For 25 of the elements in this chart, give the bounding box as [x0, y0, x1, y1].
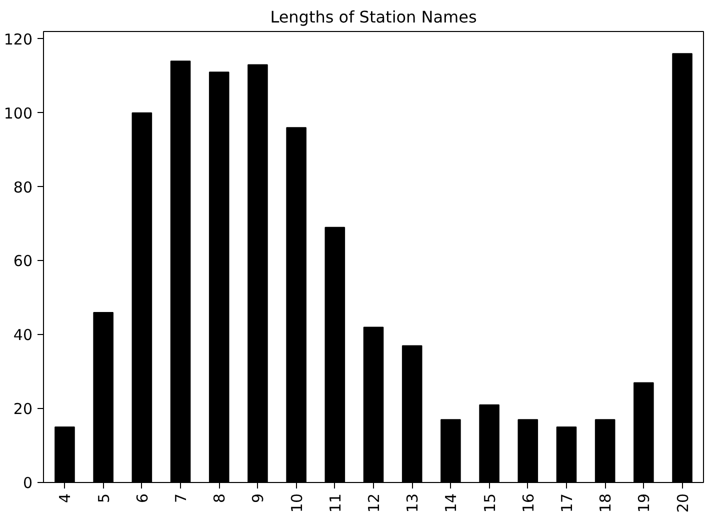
y-tick-label: 0	[22, 474, 33, 492]
x-tick-label: 16	[519, 493, 538, 513]
y-tick-label: 20	[13, 400, 33, 418]
x-tick-label: 10	[288, 493, 306, 513]
y-tick-label: 80	[13, 178, 33, 196]
x-tick-label: 5	[94, 493, 113, 504]
x-tick-label: 11	[326, 493, 344, 513]
x-tick-label: 12	[365, 493, 383, 513]
x-tick-label: 9	[249, 493, 268, 504]
x-tick-label: 7	[172, 493, 190, 504]
y-tick-label: 40	[13, 326, 33, 344]
x-tick-label: 6	[133, 493, 152, 504]
y-tick-label: 120	[4, 30, 33, 48]
x-tick-label: 13	[404, 493, 422, 513]
chart-title: Lengths of Station Names	[270, 8, 477, 26]
x-tick-label: 8	[210, 493, 229, 504]
x-tick-label: 14	[442, 493, 460, 513]
x-tick-label: 18	[596, 493, 615, 513]
x-tick-label: 4	[56, 493, 74, 504]
y-tick-label: 100	[4, 104, 33, 122]
x-tick-label: 20	[674, 493, 692, 513]
y-tick-label: 60	[13, 252, 33, 270]
x-tick-label: 17	[558, 493, 576, 513]
x-tick-label: 19	[635, 493, 654, 513]
x-tick-label: 15	[480, 493, 499, 513]
